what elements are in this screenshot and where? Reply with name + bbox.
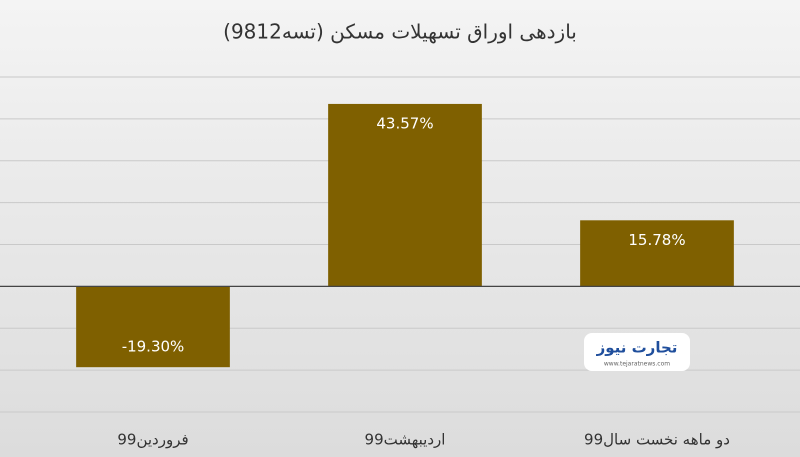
chart-title: بازدهی اوراق تسهیلات مسکن (تسه9812) xyxy=(223,20,577,44)
watermark-box xyxy=(584,333,690,371)
watermark-name: تجارت نیوز xyxy=(596,339,678,357)
value-label: -19.30% xyxy=(122,338,185,356)
value-label: 43.57% xyxy=(376,114,433,132)
x-tick-label: فروردین99 xyxy=(117,431,188,449)
bar xyxy=(76,286,230,368)
x-tick-label: اردیبهشت99 xyxy=(365,431,446,449)
bars xyxy=(76,103,734,368)
watermark: تجارت نیوز www.tejaratnews.com xyxy=(584,333,690,371)
watermark-url: www.tejaratnews.com xyxy=(604,361,670,368)
value-label: 15.78% xyxy=(628,231,685,249)
x-tick-label: دو ماهه نخست سال99 xyxy=(584,431,730,449)
bar xyxy=(328,103,482,287)
bar xyxy=(580,220,734,287)
